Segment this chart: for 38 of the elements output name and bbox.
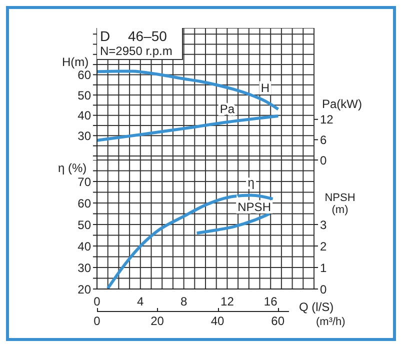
x-tick-label: 12: [220, 294, 234, 309]
x2-axis-title: (m³/h): [316, 316, 346, 328]
x-tick-label: 0: [94, 294, 101, 309]
y-tick-label: 30: [78, 260, 92, 275]
y-tick-label: 50: [78, 218, 92, 232]
y-tick-label: 60: [78, 196, 92, 210]
y-tick-label: 40: [78, 108, 92, 123]
y-tick-label: 50: [78, 88, 92, 102]
y-tick-label: 40: [78, 239, 92, 254]
y-axis-title: H(m): [62, 55, 89, 69]
y-tick-label: 30: [78, 128, 92, 143]
y2-tick-label: 0: [320, 153, 327, 168]
chart-title: D 46–50: [100, 28, 168, 44]
y2-axis-title: Pa(kW): [322, 97, 362, 111]
y2-tick-label: 1: [320, 260, 327, 275]
y2-axis-title: NPSH (m): [324, 192, 356, 216]
series-label: H: [260, 81, 270, 96]
x-tick-label: 4: [137, 294, 144, 309]
line-series: [106, 194, 274, 289]
y-tick-label: 70: [78, 174, 92, 189]
x-tick-label: 8: [180, 294, 188, 309]
x2-tick-label: 0: [92, 314, 102, 328]
x2-tick-label: 40: [210, 314, 226, 328]
y-tick-label: 60: [78, 68, 92, 82]
y2-tick-label: 6: [320, 132, 327, 147]
y-tick-label: 20: [78, 282, 92, 296]
x2-tick-label: 60: [270, 314, 286, 328]
x2-tick-label: 20: [150, 314, 165, 328]
x-tick-label: 16: [264, 294, 278, 309]
text: N=2950 r.p.m: [100, 44, 174, 59]
y2-tick-label: 2: [320, 239, 327, 254]
y-axis-title: η (%): [58, 161, 87, 175]
line-series: [195, 212, 272, 235]
y2-tick-label: 0: [320, 282, 327, 296]
x-axis-title: Q (l/S): [299, 300, 334, 314]
y2-tick-label: 12: [320, 112, 334, 127]
line-series: [97, 114, 280, 142]
y2-tick-label: 3: [320, 218, 327, 232]
